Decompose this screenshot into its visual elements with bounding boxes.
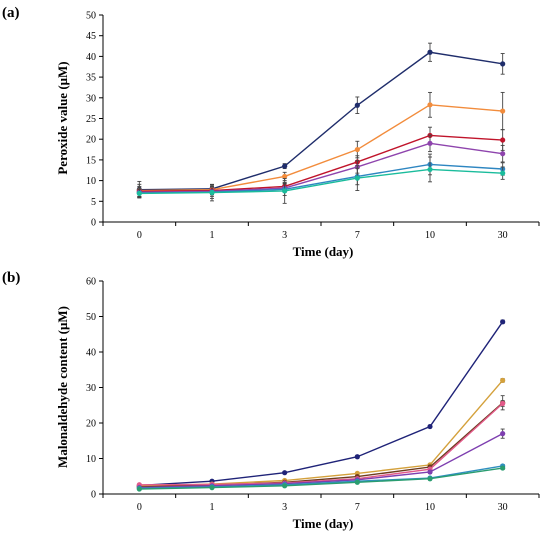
panel-a-y-tick-label: 5 [91,197,96,208]
panel-a-data-point [427,102,433,108]
panel-b-x-tick-label: 30 [498,502,508,513]
panel-a-data-point [500,108,506,114]
panel-a-data-point [136,190,142,197]
panel-a-ylabel: Peroxide value (μM) [55,61,70,174]
panel-b-x-tick-label: 3 [282,502,287,513]
panel-b-x-tick-label: 7 [355,502,360,513]
panel-b-series-line [139,402,504,486]
panel-b-data-point [282,483,288,489]
panel-a-series-line [139,51,503,191]
panel-b-series-line [139,402,504,488]
panel-b-series-line [139,321,504,487]
panel-a-data-point [282,173,288,180]
panel-b-x-tick-label: 0 [137,502,142,513]
panel-a-y-tick-label: 0 [91,218,96,229]
panel-b-series-line [139,379,504,487]
panel-b-data-point [500,431,506,437]
panel-b-x-tick-label: 10 [425,502,435,513]
panel-a-x-tick-label: 3 [282,230,287,241]
panel-a-series-line [139,142,503,193]
panel-a-series-line [139,104,503,192]
panel-a-data-point [427,49,433,55]
panel-b-data-point [500,465,506,471]
panel-a-series-line [139,168,503,195]
panel-a-series-2 [136,91,506,198]
panel-b-ylabel: Malonaldehyde content (μM) [55,306,70,468]
panel-b-data-point [500,400,506,407]
panel-a-data-point [427,140,433,146]
panel-a-data-point [354,146,360,153]
panel-b-series-7 [136,465,506,492]
panel-a-plot: 0 5 10 15 20 25 30 35 40 45 50 0 1 3 7 10 30 [86,11,540,241]
panel-a-y-tick-label: 25 [86,114,96,125]
panel-a-data-point [500,170,506,176]
panel-a-data-point [209,190,215,196]
panel-b-xlabel: Time (day) [293,516,354,531]
panel-b-data-point [136,486,142,492]
panel-a-series-3 [136,126,506,197]
panel-b-y-tick-label: 50 [86,312,96,323]
panel-b-y-tick-label: 10 [86,454,96,465]
panel-a-data-point [282,188,288,194]
panel-a-data-point [354,175,360,181]
panel-a-y-tick-label: 10 [86,176,96,187]
panel-b-y-tick-label: 0 [91,490,96,501]
panel-b-y-tick-label: 30 [86,383,96,394]
panel-a-y-tick-label: 30 [86,93,96,104]
panel-b-y-tick-label: 60 [86,277,96,288]
panel-a-data-point [282,163,288,169]
panel-a-y-tick-label: 40 [86,52,96,63]
panel-b-data-point [427,423,433,430]
panel-a-x-tick-label: 30 [498,230,508,241]
panel-b-series-line [139,433,503,489]
panel-b-series-line [139,467,503,490]
panel-b-series-1 [136,319,506,489]
panel-a-data-point [500,61,506,67]
panel-b-data-point [427,476,433,482]
panel-a-label: (a) [2,5,20,21]
panel-b: (b) Malonaldehyde content (μM) Time (day… [2,270,540,531]
panel-b-plot: 0 10 20 30 40 50 60 0 1 3 7 10 30 [86,277,540,513]
panel-b-data-point [500,319,506,325]
panel-a-series-6 [136,156,506,204]
panel-a-x-tick-label: 10 [425,230,435,241]
panel-b-series-line [139,465,503,490]
panel-a: (a) Peroxide value (μM) Time (day) 05101… [2,5,540,259]
panel-a-x-tick-label: 1 [210,230,215,241]
panel-a-y-tick-label: 50 [86,11,96,22]
panel-b-data-point [427,469,433,475]
panel-a-y-tick-label: 20 [86,135,96,146]
panel-a-y-tick-label: 15 [86,155,96,166]
panel-b-label: (b) [2,270,20,286]
panel-a-data-point [354,102,360,108]
panel-a-series-5 [136,153,506,199]
panel-b-y-tick-label: 40 [86,348,96,359]
panel-b-x-tick-label: 1 [210,502,215,513]
panel-b-data-point [209,485,215,491]
panel-a-xlabel: Time (day) [293,244,354,259]
panel-b-data-point [354,454,360,460]
panel-b-series-2 [136,377,506,489]
panel-a-y-tick-label: 35 [86,73,96,84]
panel-a-x-tick-label: 0 [137,230,142,241]
panel-b-y-tick-label: 20 [86,419,96,430]
panel-b-data-point [282,470,288,476]
panel-b-data-point [354,479,360,485]
panel-a-data-point [500,151,506,157]
panel-a-x-tick-label: 7 [355,230,360,241]
panel-a-data-point [427,166,433,173]
panel-a-data-point [500,137,506,143]
panel-a-y-tick-label: 45 [86,31,96,42]
panel-a-series-line [139,134,503,193]
panel-b-data-point [500,377,506,383]
